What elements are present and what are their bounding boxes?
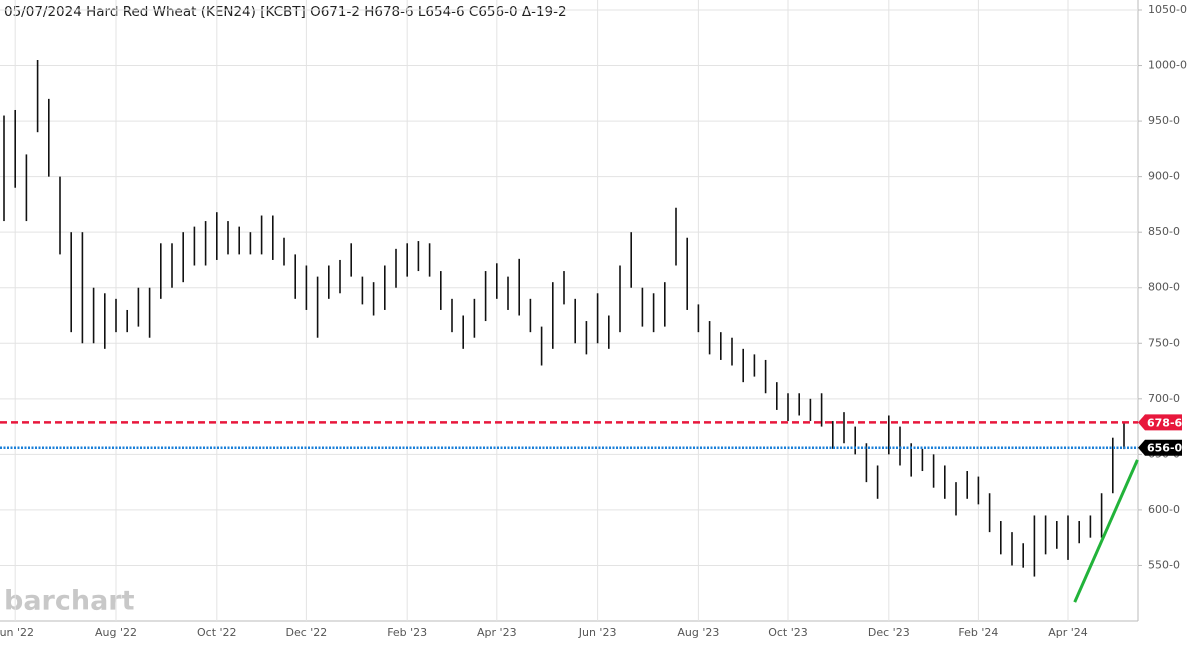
x-tick-label: Feb '24 [958, 626, 998, 639]
y-tick-label: 700-0 [1148, 392, 1180, 405]
chart-title: 05/07/2024 Hard Red Wheat (KEN24) [KCBT]… [4, 4, 567, 20]
y-tick-label: 950-0 [1148, 114, 1180, 127]
y-tick-label: 800-0 [1148, 281, 1180, 294]
y-tick-label: 550-0 [1148, 558, 1180, 571]
price-tag [1138, 414, 1182, 431]
y-tick-label: 1050-0 [1148, 3, 1187, 16]
price-tag-label: 656-0 [1147, 442, 1183, 455]
y-tick-label: 1000-0 [1148, 59, 1187, 72]
x-tick-label: Dec '23 [868, 626, 910, 639]
x-tick-label: Oct '23 [768, 626, 808, 639]
trendline [1073, 459, 1139, 603]
x-tick-label: Jun '22 [0, 626, 34, 639]
x-tick-label: Apr '23 [477, 626, 517, 639]
price-tag-label: 678-6 [1147, 416, 1183, 429]
x-tick-label: Dec '22 [285, 626, 327, 639]
x-tick-label: Aug '23 [677, 626, 719, 639]
x-tick-label: Apr '24 [1048, 626, 1088, 639]
y-tick-label: 850-0 [1148, 225, 1180, 238]
x-tick-label: Feb '23 [387, 626, 427, 639]
y-tick-label: 750-0 [1148, 336, 1180, 349]
price-tag [1138, 439, 1182, 456]
x-tick-label: Jun '23 [578, 626, 617, 639]
y-tick-label: 900-0 [1148, 170, 1180, 183]
x-tick-label: Aug '22 [95, 626, 137, 639]
y-tick-label: 600-0 [1148, 503, 1180, 516]
x-tick-label: Oct '22 [197, 626, 237, 639]
watermark: barchart [4, 586, 135, 617]
